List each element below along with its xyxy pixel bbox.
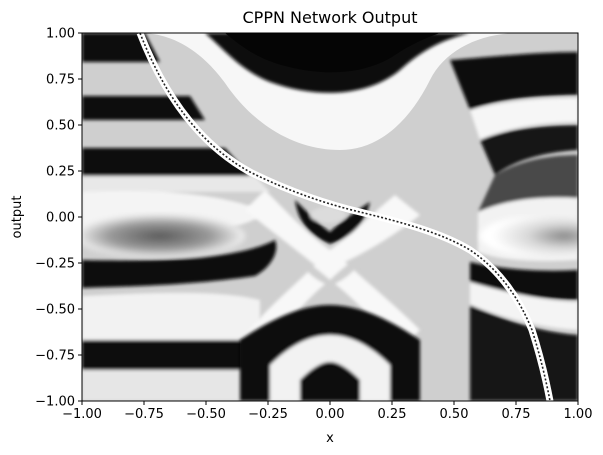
y-tick-label: −1.00 [35,395,75,410]
x-tick-label: 0.50 [440,407,469,422]
chart-title: CPPN Network Output [243,8,418,27]
y-tick-label: 0.25 [46,165,75,180]
y-tick-label: 0.00 [46,211,75,226]
y-tick-label: −0.75 [35,349,75,364]
x-tick-label: 1.00 [564,407,593,422]
y-tick-label: −0.25 [35,257,75,272]
x-tick-label: −0.50 [186,407,226,422]
heatmap-image [82,33,578,401]
x-tick-label: 0.25 [378,407,407,422]
y-tick-label: 1.00 [46,27,75,42]
y-tick-label: −0.50 [35,303,75,318]
x-tick-label: −0.25 [248,407,288,422]
x-tick-label: −0.75 [124,407,164,422]
y-tick-label: 0.50 [46,119,75,134]
y-axis: 1.00 0.75 0.50 0.25 0.00 −0.25 −0.50 −0.75 −1.00 [35,27,82,410]
y-tick-label: 0.75 [46,73,75,88]
x-axis: −1.00 −0.75 −0.50 −0.25 0.00 0.25 0.50 0.75 1.00 [62,401,592,422]
y-axis-label: output [10,196,25,239]
x-axis-label: x [326,431,334,446]
x-tick-label: 0.00 [316,407,345,422]
x-tick-label: −1.00 [62,407,102,422]
x-tick-label: 0.75 [502,407,531,422]
